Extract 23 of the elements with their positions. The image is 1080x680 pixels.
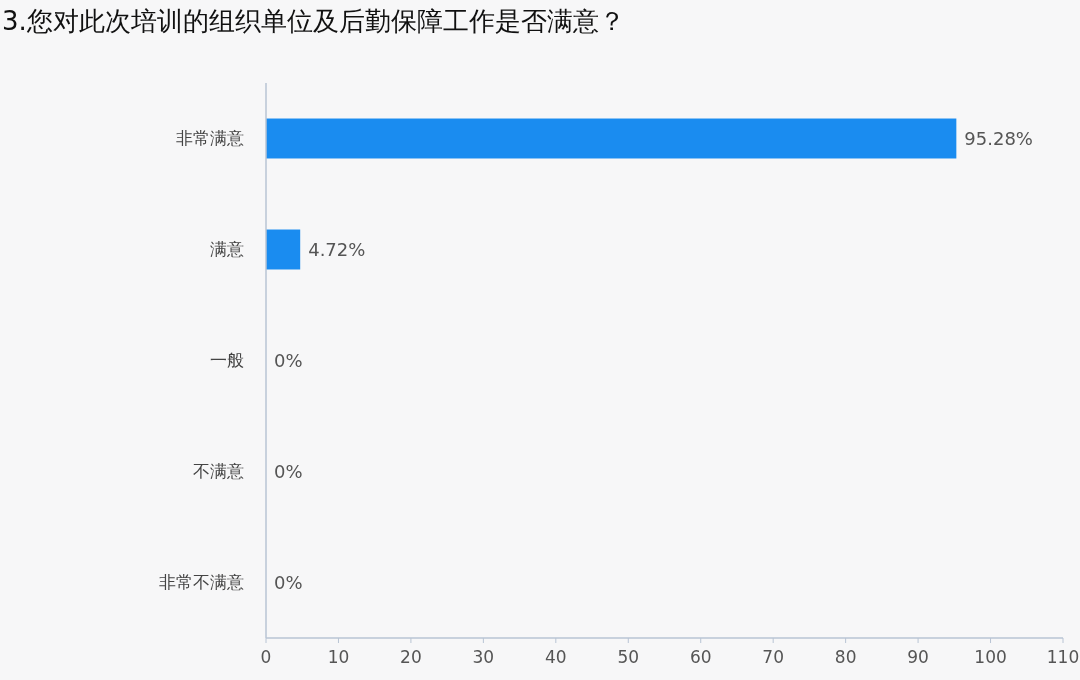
y-tick-label: 满意: [210, 239, 244, 260]
x-tick-label: 20: [400, 647, 422, 667]
chart-title: 3.您对此次培训的组织单位及后勤保障工作是否满意？: [2, 6, 625, 36]
x-tick-label: 30: [472, 647, 495, 667]
data-label: 0%: [274, 460, 303, 482]
y-tick-label: 不满意: [193, 461, 244, 482]
x-tick-label: 80: [834, 647, 857, 667]
x-tick-label: 0: [260, 647, 272, 667]
x-tick-label: 50: [617, 647, 640, 667]
data-label: 4.72%: [308, 238, 366, 260]
x-tick-label: 90: [907, 647, 929, 667]
data-label: 0%: [274, 349, 303, 371]
x-tick-label: 10: [327, 647, 350, 667]
x-tick-label: 110: [1046, 647, 1080, 667]
x-tick-label: 40: [545, 647, 567, 667]
x-tick-label: 100: [974, 647, 1007, 667]
y-tick-label: 非常满意: [176, 128, 244, 149]
y-tick-label: 非常不满意: [159, 572, 244, 593]
data-label: 0%: [274, 571, 303, 593]
y-tick-label: 一般: [210, 350, 244, 371]
data-label: 95.28%: [964, 127, 1033, 149]
x-tick-label: 60: [689, 647, 712, 667]
x-tick-label: 70: [762, 647, 784, 667]
